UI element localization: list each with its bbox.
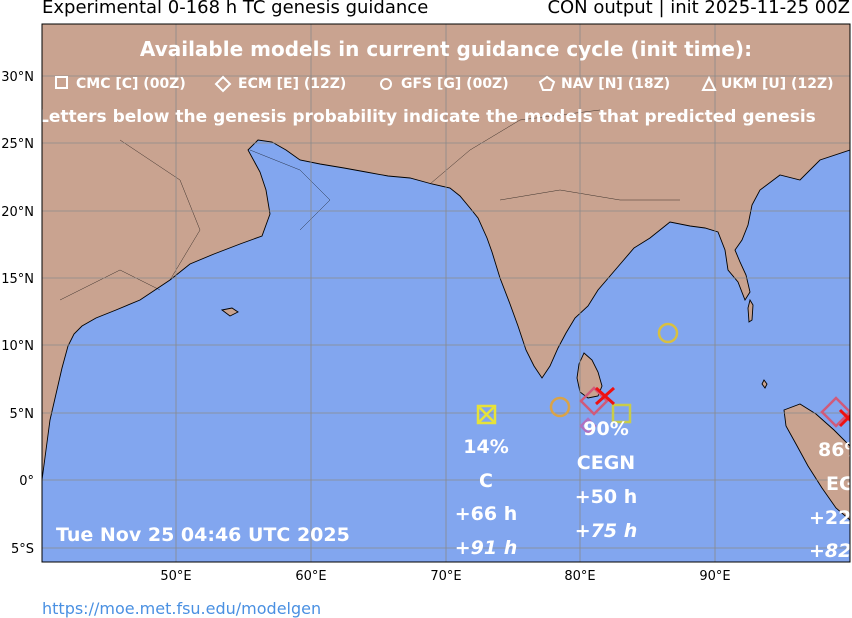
lon-label-90e: 90°E	[699, 569, 730, 584]
lon-label-50e: 50°E	[160, 569, 191, 584]
legend-model-cmc: CMC [C] (00Z)	[76, 76, 186, 92]
lat-label-25n: 25°N	[1, 137, 34, 152]
system-3-models: EG	[826, 473, 852, 495]
legend-model-ukm: UKM [U] (12Z)	[721, 76, 834, 92]
genesis-markers	[476, 322, 850, 435]
map-frame	[41, 23, 851, 563]
genesis-x-marker	[595, 386, 615, 406]
gfs-circle-marker-2	[657, 322, 679, 344]
land-masses	[42, 24, 850, 521]
lat-label-20n: 20°N	[1, 205, 34, 220]
legend-model-ecm: ECM [E] (12Z)	[238, 76, 346, 92]
source-url[interactable]: https://moe.met.fsu.edu/modelgen	[42, 599, 322, 618]
system-3-lead-italic: +82	[809, 540, 851, 562]
triangle-icon	[701, 75, 717, 91]
nav-marker	[579, 417, 597, 435]
lon-label-70e: 70°E	[430, 569, 461, 584]
gfs-circle-marker	[549, 396, 571, 418]
cmc-square-marker-2	[611, 403, 632, 424]
system-3-probability: 86%	[818, 439, 852, 461]
sri-lanka	[576, 352, 603, 399]
andaman-islands	[747, 298, 754, 323]
lat-label-10n: 10°N	[1, 339, 34, 354]
system-1-probability: 14%	[463, 436, 508, 458]
square-icon	[55, 76, 68, 89]
system-1-lead-italic: +91 h	[455, 537, 518, 559]
ecm-diamond-marker-2	[820, 396, 850, 428]
cmc-x-marker	[477, 405, 496, 424]
lat-label-30n: 30°N	[1, 70, 34, 85]
lat-label-5n: 5°N	[10, 407, 35, 422]
lat-label-5s: 5°S	[11, 542, 34, 557]
init-time-title: CON output | init 2025-11-25 00Z	[547, 0, 850, 18]
circle-icon	[380, 78, 392, 90]
system-2-lead-italic: +75 h	[575, 520, 638, 542]
lat-lon-grid	[42, 24, 850, 562]
system-3-lead: +22	[809, 507, 851, 529]
map-title: Experimental 0-168 h TC genesis guidance	[42, 0, 429, 18]
legend-model-gfs: GFS [G] (00Z)	[401, 76, 509, 92]
sumatra	[783, 403, 850, 521]
cmc-square-marker	[476, 404, 497, 425]
lon-label-80e: 80°E	[564, 569, 595, 584]
genesis-x-marker-2	[838, 408, 850, 428]
pentagon-icon	[538, 75, 556, 91]
legend-model-nav: NAV [N] (18Z)	[561, 76, 670, 92]
legend-heading: Available models in current guidance cyc…	[140, 37, 752, 61]
socotra	[220, 307, 239, 317]
legend: Available models in current guidance cyc…	[38, 37, 834, 127]
diamond-icon	[214, 75, 232, 93]
lon-label-60e: 60°E	[295, 569, 326, 584]
lat-label-0: 0°	[19, 474, 34, 489]
system-1-lead: +66 h	[455, 503, 518, 525]
system-1-models: C	[479, 470, 493, 492]
system-2-models: CEGN	[577, 452, 635, 474]
system-2-lead: +50 h	[575, 486, 638, 508]
timestamp: Tue Nov 25 04:46 UTC 2025	[56, 524, 350, 546]
legend-note: Letters below the genesis probability in…	[38, 107, 816, 127]
nicobar-islands	[761, 379, 768, 389]
system-2-probability: 90%	[583, 418, 628, 440]
lat-label-15n: 15°N	[1, 272, 34, 287]
country-borders	[59, 109, 680, 301]
